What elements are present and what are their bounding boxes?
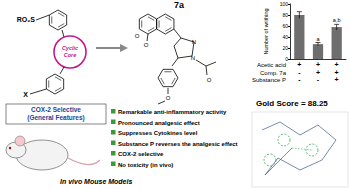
svg-text:O: O: [207, 77, 212, 83]
svg-text:80: 80: [282, 12, 288, 18]
svg-text:Number of writhing: Number of writhing: [263, 8, 269, 54]
svg-text:N: N: [192, 39, 196, 45]
svg-text:7a: 7a: [174, 0, 185, 10]
html-text:Comp. 7a: Comp. 7a: [260, 69, 286, 76]
svg-text:N: N: [191, 55, 195, 61]
svg-text:O: O: [135, 33, 140, 39]
svg-text:60: 60: [282, 23, 288, 29]
svg-text:Substance P reverses the analg: Substance P reverses the analgesic effec…: [118, 141, 238, 147]
svg-text:a: a: [316, 36, 320, 42]
svg-text:X: X: [23, 91, 28, 98]
svg-text:COX-2 Selective: COX-2 Selective: [31, 106, 81, 113]
svg-text:O: O: [144, 42, 149, 48]
svg-text:In vivo Mouse Models: In vivo Mouse Models: [60, 178, 132, 185]
svg-text:Cyclic: Cyclic: [62, 45, 78, 51]
svg-text:Gold Score = 88.25: Gold Score = 88.25: [256, 99, 328, 108]
svg-text:Pronounced analgesic effect: Pronounced analgesic effect: [118, 120, 200, 126]
svg-text:O: O: [166, 95, 171, 101]
svg-text:Remarkable anti-inflammatory a: Remarkable anti-inflammatory activity: [118, 109, 227, 115]
html-text:Acetic acid: Acetic acid: [257, 62, 286, 68]
svg-text:40: 40: [282, 34, 288, 40]
svg-text:(General Features): (General Features): [27, 114, 84, 122]
svg-text:0: 0: [285, 56, 288, 62]
svg-text:20: 20: [282, 45, 288, 51]
svg-text:No toxicity (in vivo): No toxicity (in vivo): [118, 162, 173, 168]
svg-text:Core: Core: [64, 52, 77, 58]
svg-text:100: 100: [280, 1, 289, 7]
svg-text:COX-2 selective: COX-2 selective: [118, 151, 164, 157]
svg-text:Suppresses Cytokines level: Suppresses Cytokines level: [118, 130, 198, 136]
svg-text:a,b: a,b: [333, 17, 341, 23]
svg-text:RO₂S: RO₂S: [17, 16, 36, 23]
html-text:Substance P: Substance P: [252, 77, 286, 83]
